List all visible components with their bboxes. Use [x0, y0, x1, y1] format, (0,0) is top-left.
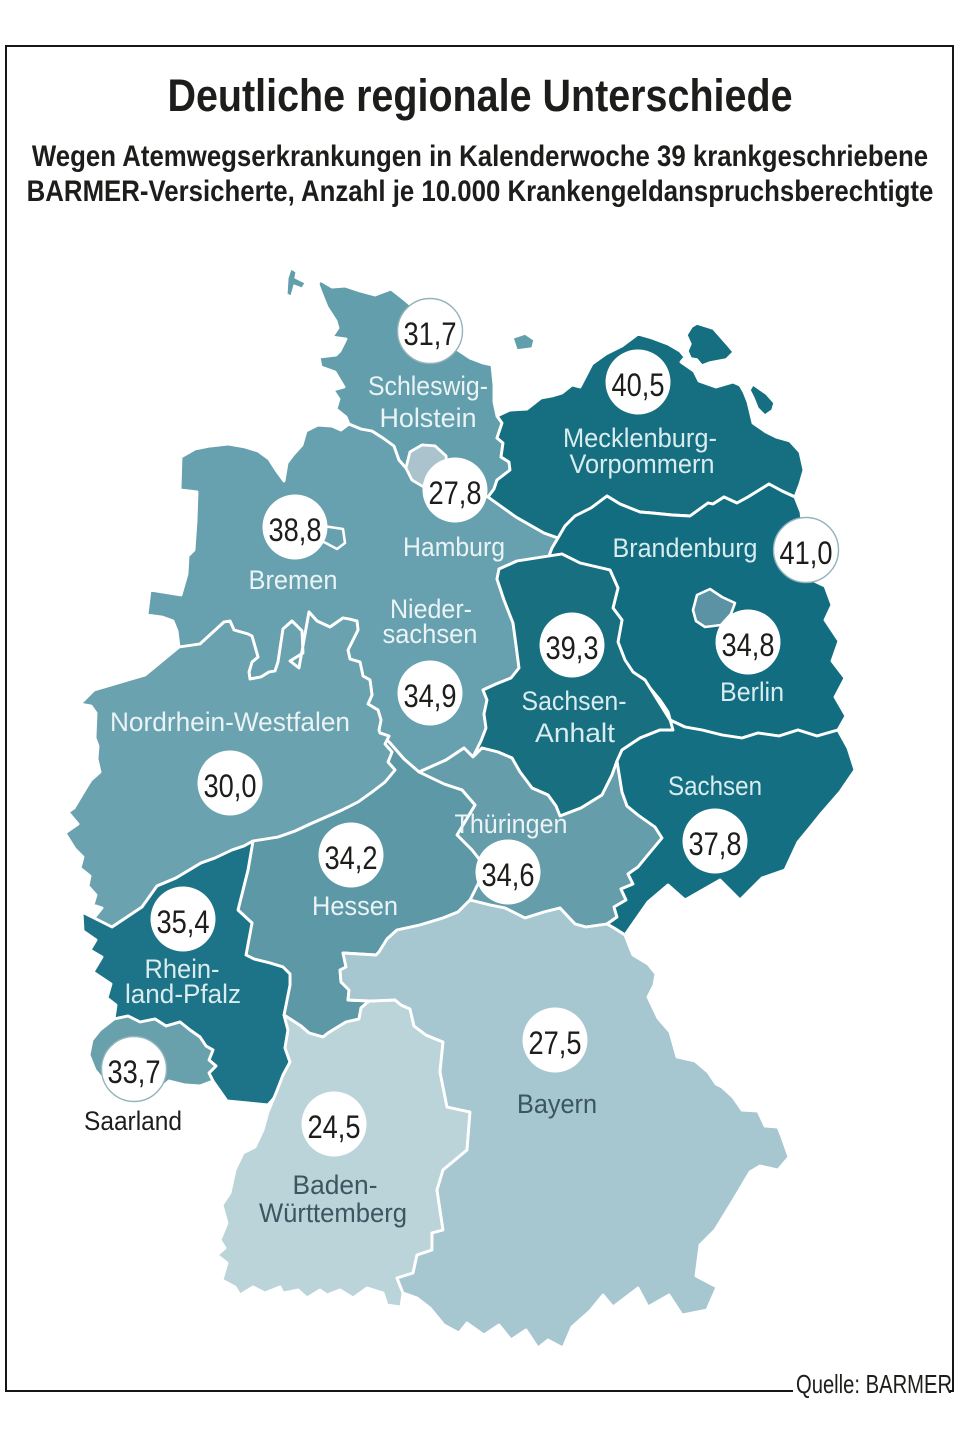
- svg-text:24,5: 24,5: [308, 1109, 361, 1145]
- svg-text:34,2: 34,2: [325, 840, 378, 876]
- svg-text:34,6: 34,6: [482, 857, 535, 893]
- svg-text:Nieder-: Nieder-: [390, 594, 472, 624]
- svg-text:35,4: 35,4: [157, 904, 210, 940]
- svg-text:27,5: 27,5: [529, 1025, 582, 1061]
- svg-text:Bremen: Bremen: [249, 565, 338, 595]
- svg-text:Schleswig-: Schleswig-: [368, 371, 488, 401]
- svg-text:31,7: 31,7: [404, 316, 457, 352]
- svg-text:Hamburg: Hamburg: [403, 532, 505, 562]
- svg-text:30,0: 30,0: [204, 768, 257, 804]
- svg-text:39,3: 39,3: [546, 630, 599, 666]
- svg-text:41,0: 41,0: [780, 535, 833, 571]
- svg-text:34,8: 34,8: [722, 627, 775, 663]
- svg-text:land-Pfalz: land-Pfalz: [125, 979, 241, 1009]
- svg-text:40,5: 40,5: [612, 367, 665, 403]
- svg-text:Mecklenburg-: Mecklenburg-: [563, 423, 717, 453]
- svg-text:Holstein: Holstein: [380, 403, 477, 433]
- svg-text:Sachsen: Sachsen: [668, 771, 762, 801]
- svg-text:Hessen: Hessen: [312, 891, 398, 921]
- svg-text:33,7: 33,7: [108, 1054, 161, 1090]
- svg-text:Anhalt: Anhalt: [535, 718, 616, 748]
- svg-text:38,8: 38,8: [269, 512, 322, 548]
- svg-text:Saarland: Saarland: [84, 1106, 182, 1136]
- svg-text:Berlin: Berlin: [720, 677, 784, 707]
- svg-text:27,8: 27,8: [429, 475, 482, 511]
- svg-text:Bayern: Bayern: [517, 1089, 597, 1119]
- svg-text:Vorpommern: Vorpommern: [570, 449, 715, 479]
- svg-text:Rhein-: Rhein-: [145, 954, 220, 984]
- svg-text:Thüringen: Thüringen: [455, 809, 568, 839]
- svg-text:Nordrhein-Westfalen: Nordrhein-Westfalen: [110, 707, 350, 737]
- svg-text:34,9: 34,9: [404, 678, 457, 714]
- svg-text:Württemberg: Württemberg: [259, 1198, 407, 1228]
- svg-text:Sachsen-: Sachsen-: [522, 686, 627, 716]
- svg-text:37,8: 37,8: [689, 826, 742, 862]
- svg-text:Baden-: Baden-: [293, 1170, 378, 1200]
- svg-text:sachsen: sachsen: [383, 619, 478, 649]
- svg-text:Brandenburg: Brandenburg: [613, 533, 758, 563]
